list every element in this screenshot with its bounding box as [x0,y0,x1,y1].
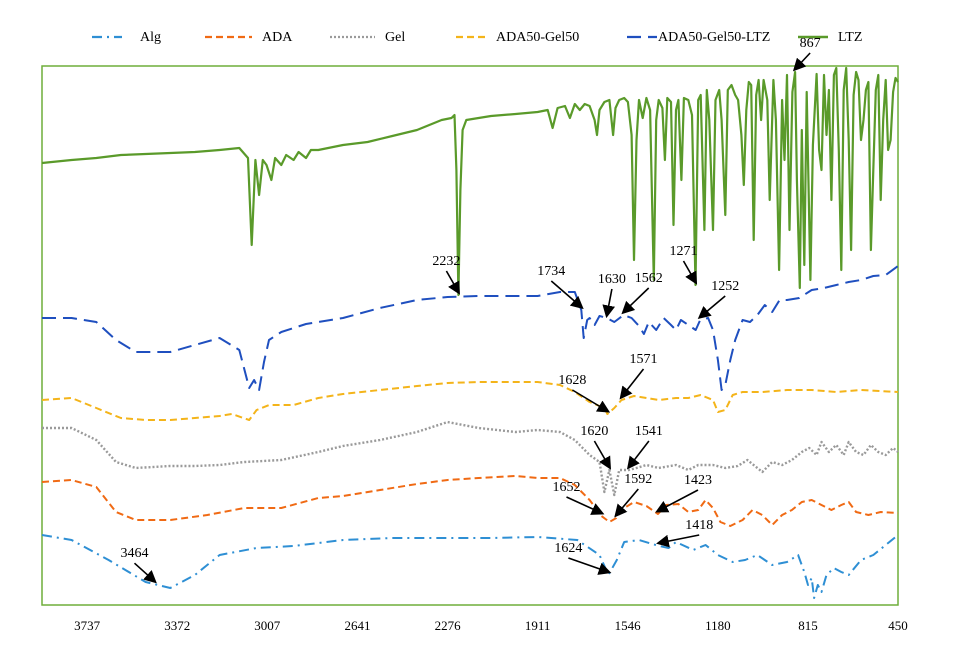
annotation-label: 1541 [635,424,663,439]
legend-label-ada50-gel50-ltz: ADA50-Gel50-LTZ [658,30,770,45]
x-tick-label: 2276 [435,618,462,633]
series-line-ada50-gel50 [41,381,899,421]
annotation-label: 1620 [580,424,608,439]
legend-label-gel: Gel [385,30,405,45]
annotation-label: 1652 [553,480,581,495]
legend-label-ltz: LTZ [838,30,862,45]
annotation-label: 3464 [121,546,149,561]
annotation-label: 1624 [554,541,582,556]
series-line-gel [42,420,899,497]
annotation-label: 1423 [684,473,712,488]
annotation-arrow [550,280,584,310]
annotation-arrow [614,488,639,518]
x-tick-label: 2641 [345,618,371,633]
annotation-arrow [602,288,615,319]
annotation-arrow [571,389,611,413]
annotation-arrow [655,489,699,513]
x-axis-ticks: 3737 3372 3007 2641 2276 1911 1546 1180 815 450 [74,618,908,633]
x-tick-label: 3737 [74,618,101,633]
annotation-arrow [133,562,157,584]
x-tick-label: 1546 [615,618,642,633]
x-tick-label: 815 [798,618,818,633]
annotation-arrow [792,52,811,72]
annotation-label: 1571 [630,352,658,367]
x-tick-label: 1911 [525,618,551,633]
annotation-arrow [593,440,611,470]
annotation-arrow [697,295,726,320]
legend-label-ada: ADA [262,30,293,45]
series-line-ltz [41,66,899,297]
plot-frame [41,65,899,606]
annotation-arrow [656,534,700,548]
x-tick-label: 450 [888,618,908,633]
series-line-alg [41,534,899,599]
annotation-label: 1271 [670,244,698,259]
annotation-arrow [445,270,460,295]
x-tick-label: 1180 [705,618,731,633]
annotation-arrow [626,440,650,470]
annotation-label: 1628 [558,373,586,388]
annotation-label: 2232 [432,254,460,269]
annotation-label: 1562 [635,271,663,286]
annotation-arrow [621,287,650,315]
annotation-arrow [566,496,605,515]
series-layer [41,66,899,599]
legend-label-alg: Alg [140,30,161,45]
series-line-ada [41,475,899,527]
legend: Alg ADA Gel ADA50-Gel50 ADA50-Gel50-LTZ LTZ [92,30,862,45]
annotation-arrow [619,368,645,400]
annotation-layer: 2232 1271 867 1734 1630 1562 1252 1628 1571 1620 1… [121,36,821,584]
x-tick-label: 3372 [164,618,190,633]
x-tick-label: 3007 [254,618,281,633]
annotation-arrow [568,557,612,575]
series-line-ada50-gel50-ltz [42,265,899,391]
annotation-label: 1418 [685,518,713,533]
annotation-label: 1734 [537,264,565,279]
annotation-arrow [682,260,698,285]
legend-label-ada50-gel50: ADA50-Gel50 [496,30,579,45]
annotation-label: 1592 [624,472,652,487]
annotation-label: 1252 [711,279,739,294]
annotation-label: 1630 [598,272,626,287]
annotation-label: 867 [800,36,821,51]
